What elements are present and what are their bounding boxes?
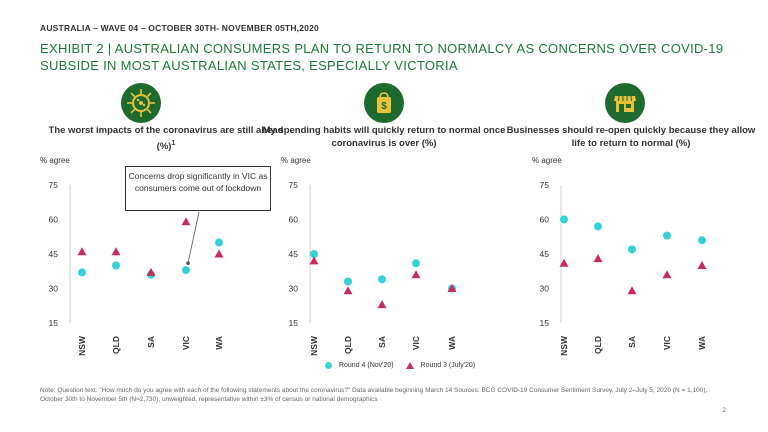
virus-icon bbox=[121, 83, 161, 123]
round3-point-sa bbox=[627, 286, 637, 295]
round3-point-wa bbox=[447, 284, 457, 292]
legend-round3-label: Round 3 (July'20) bbox=[420, 362, 476, 369]
round4-point-qld bbox=[112, 261, 120, 270]
panel-2-x-label-wa: WA bbox=[447, 336, 457, 350]
panel-3-x-label-sa: SA bbox=[627, 336, 637, 348]
panel-1-y-tick: 15 bbox=[49, 318, 59, 328]
round4-point-nsw bbox=[560, 215, 568, 224]
legend-round4-label: Round 4 (Nov'20) bbox=[338, 362, 394, 369]
legend-round3-marker bbox=[405, 362, 414, 369]
panel-2-x-label-vic: VIC bbox=[411, 336, 421, 350]
panel-1-y-tick: 30 bbox=[49, 284, 59, 294]
callout-anchor-dot bbox=[186, 261, 190, 265]
panel-3-x-label-wa: WA bbox=[697, 336, 707, 350]
panel-3-x-label-qld: QLD bbox=[593, 336, 603, 354]
vic-callout: Concerns drop significantly in VIC as co… bbox=[125, 166, 271, 211]
panel-2-y-tick: 45 bbox=[289, 249, 299, 259]
panel-2-y-tick: 15 bbox=[289, 318, 299, 328]
callout-leader-line bbox=[187, 211, 200, 264]
panel-3-x-label-nsw: NSW bbox=[559, 335, 569, 356]
panel-2-title: My spending habits will quickly return t… bbox=[262, 125, 506, 149]
panel-3-y-tick: 15 bbox=[540, 318, 550, 328]
round4-point-vic bbox=[663, 231, 671, 240]
report-header: AUSTRALIA – WAVE 04 – OCTOBER 30TH- NOVE… bbox=[40, 23, 319, 33]
panel-3-y-tick: 60 bbox=[540, 215, 550, 225]
round4-point-vic bbox=[182, 266, 190, 275]
panel-1-unit: % agree bbox=[40, 156, 70, 165]
panel-1-x-label-wa: WA bbox=[214, 336, 224, 350]
round3-point-sa bbox=[377, 300, 387, 309]
round4-point-sa bbox=[628, 245, 636, 254]
round4-point-wa bbox=[698, 236, 706, 245]
round3-point-sa bbox=[146, 267, 156, 276]
panel-1-x-label-nsw: NSW bbox=[77, 335, 87, 356]
round4-point-qld bbox=[594, 222, 602, 231]
panel-1-x-label-sa: SA bbox=[146, 336, 156, 348]
round3-point-vic bbox=[662, 270, 672, 279]
panel-1-y-tick: 60 bbox=[49, 215, 59, 225]
panel-3-y-tick: 75 bbox=[540, 180, 550, 190]
legend: Round 4 (Nov'20) Round 3 (July'20) bbox=[325, 362, 475, 369]
round3-point-vic bbox=[181, 217, 191, 226]
round3-point-qld bbox=[111, 247, 121, 256]
panel-2-unit: % agree bbox=[281, 156, 311, 165]
round4-point-nsw bbox=[78, 268, 86, 277]
panel-2-y-tick: 30 bbox=[289, 284, 299, 294]
panel-1-y-tick: 45 bbox=[49, 249, 59, 259]
page-number: 2 bbox=[722, 407, 726, 414]
legend-round4-marker bbox=[325, 362, 332, 369]
round3-point-nsw bbox=[309, 256, 319, 265]
panel-3-y-tick: 45 bbox=[540, 249, 550, 259]
round3-point-wa bbox=[697, 261, 707, 269]
panel-2-x-label-qld: QLD bbox=[343, 336, 353, 354]
panel-3-x-label-vic: VIC bbox=[662, 336, 672, 350]
panel-1-x-label-qld: QLD bbox=[111, 336, 121, 354]
round4-point-nsw bbox=[310, 250, 318, 258]
exhibit-title: EXHIBIT 2 | AUSTRALIAN CONSUMERS PLAN TO… bbox=[40, 41, 724, 73]
round3-point-nsw bbox=[77, 247, 87, 256]
panel-2-y-tick: 60 bbox=[289, 215, 299, 225]
panel-3-unit: % agree bbox=[532, 156, 562, 165]
panel-3-title: Businesses should re-open quickly becaus… bbox=[506, 125, 756, 149]
panel-3-y-tick: 30 bbox=[540, 284, 550, 294]
svg-text:$: $ bbox=[381, 101, 387, 112]
panel-2-x-label-sa: SA bbox=[377, 336, 387, 348]
round3-point-qld bbox=[343, 286, 353, 295]
footnote: Note: Question text: "How much do you ag… bbox=[40, 387, 708, 403]
panel-1-title: The worst impacts of the coronavirus are… bbox=[48, 125, 284, 153]
round4-point-qld bbox=[344, 277, 352, 286]
round3-point-nsw bbox=[559, 258, 569, 267]
round3-point-qld bbox=[593, 254, 603, 263]
panel-2-x-label-nsw: NSW bbox=[309, 335, 319, 356]
shopping-bag-icon: $ bbox=[364, 83, 404, 123]
chart-worst-impacts: 15 30 45 60 75 NSW QLD SA VIC WA 15 30 45 60 75 NSW QLD S… bbox=[49, 180, 707, 356]
round3-point-wa bbox=[214, 249, 224, 258]
panel-2-y-tick: 75 bbox=[289, 180, 299, 190]
panel-1-y-tick: 75 bbox=[49, 180, 59, 190]
panel-1-x-label-vic: VIC bbox=[181, 336, 191, 350]
round3-point-vic bbox=[411, 270, 421, 279]
round4-point-sa bbox=[378, 275, 386, 284]
storefront-icon bbox=[605, 83, 645, 123]
round4-point-vic bbox=[412, 259, 420, 268]
round4-point-wa bbox=[215, 238, 223, 247]
